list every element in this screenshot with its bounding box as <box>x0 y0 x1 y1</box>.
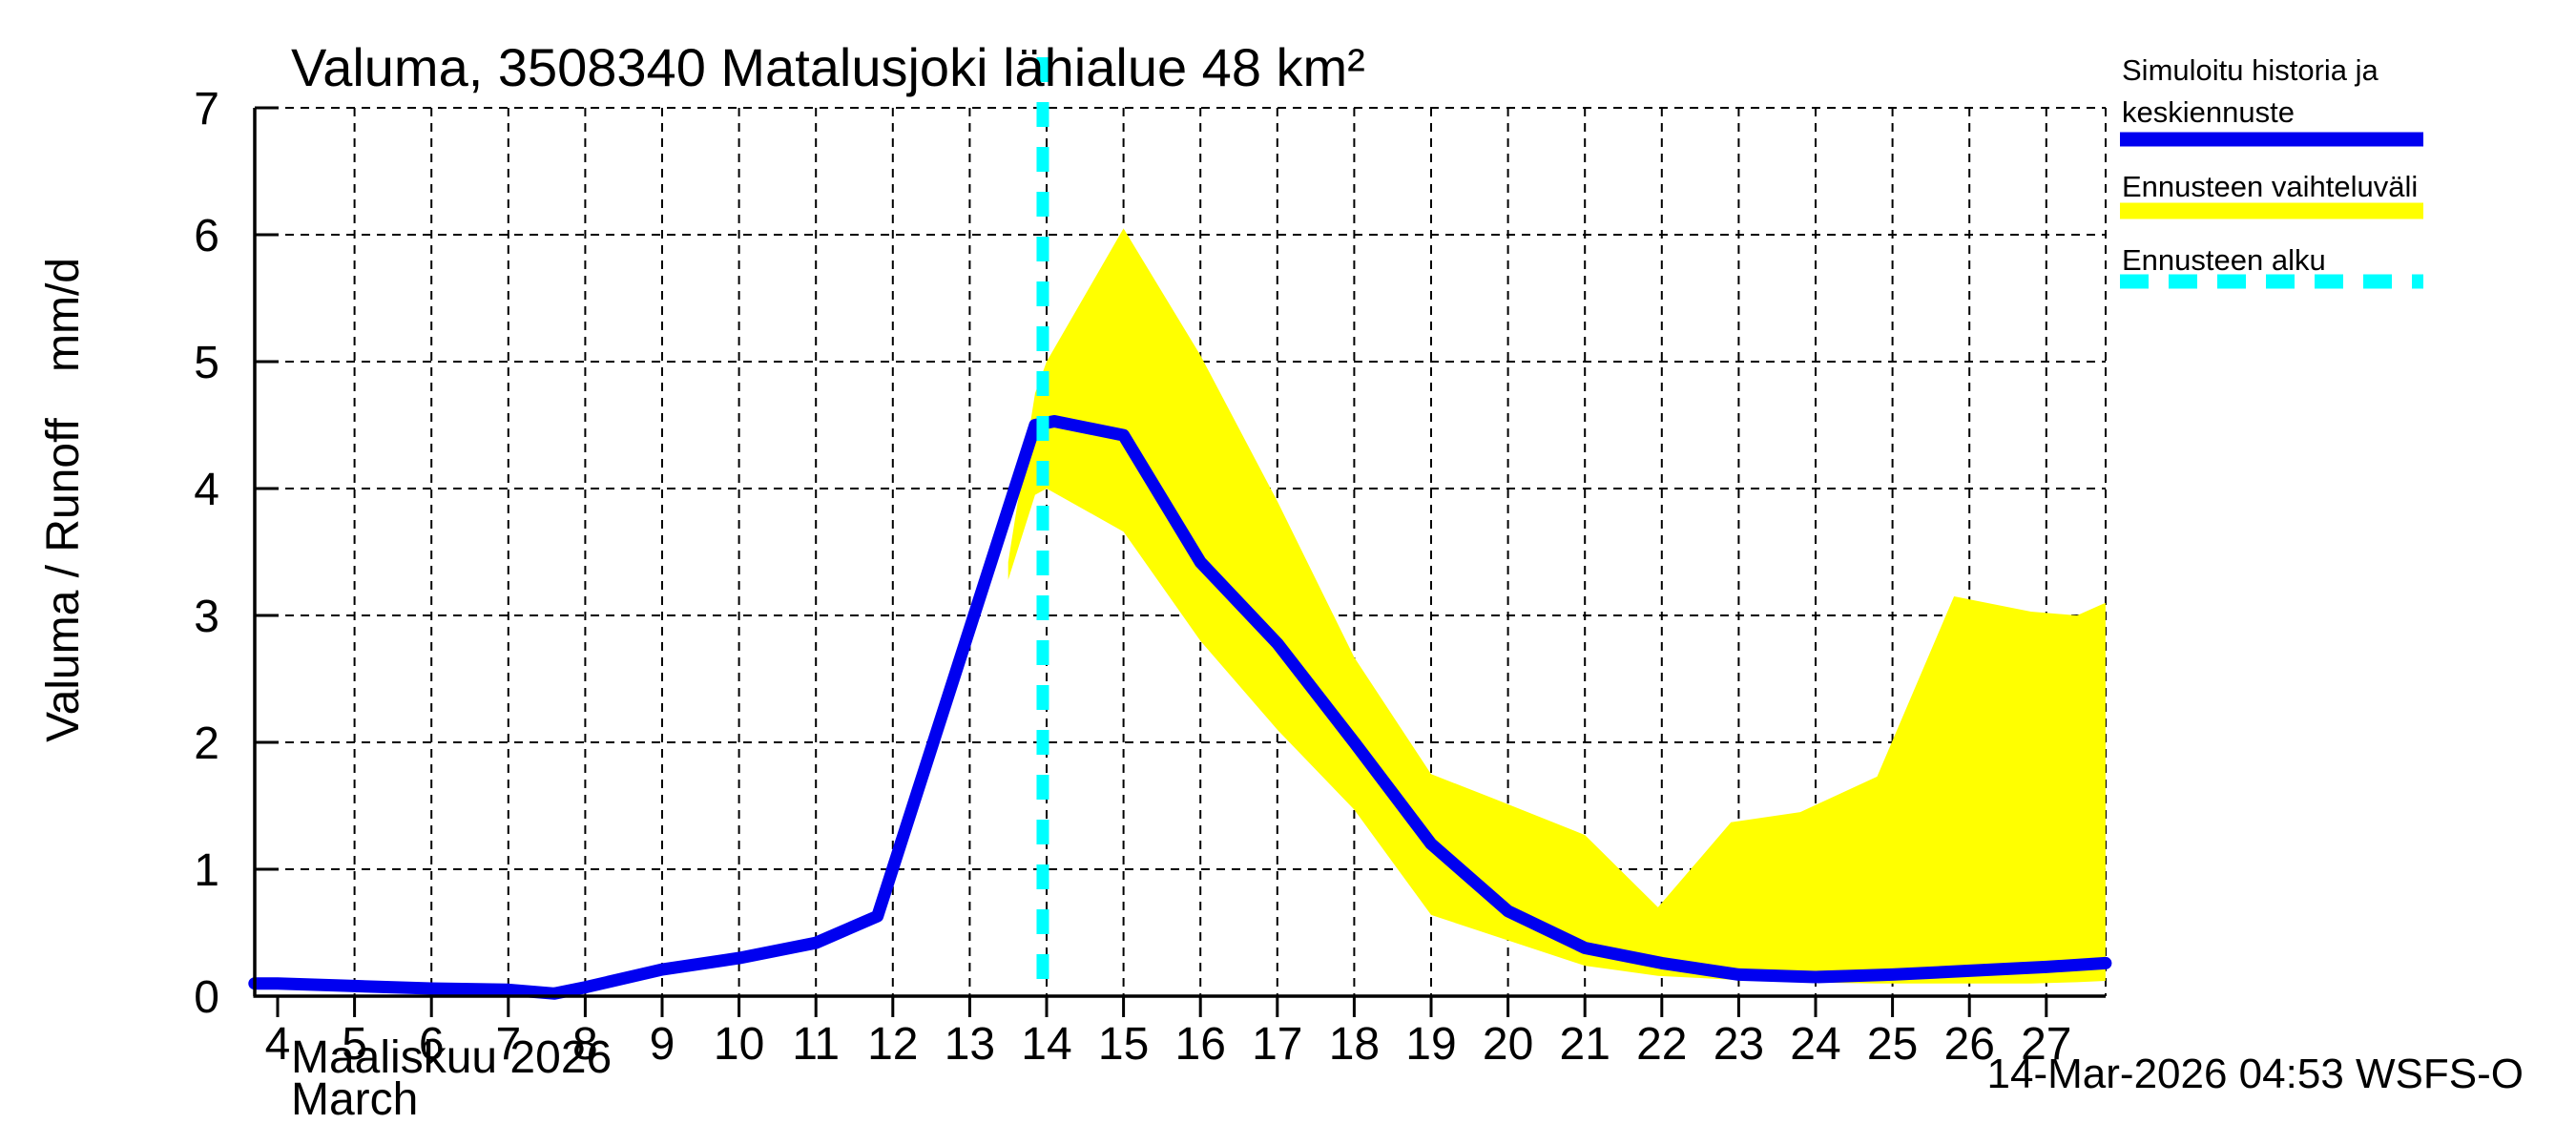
y-axis-label: Valuma / Runoff <box>38 417 89 741</box>
x-tick-label: 14 <box>1021 1019 1071 1070</box>
x-tick-label: 4 <box>265 1019 291 1070</box>
x-tick-label: 24 <box>1790 1019 1840 1070</box>
y-tick-label: 3 <box>194 592 219 642</box>
y-tick-label: 5 <box>194 338 219 388</box>
y-axis-unit-label: mm/d <box>38 258 89 372</box>
x-tick-label: 10 <box>714 1019 764 1070</box>
x-tick-label: 15 <box>1098 1019 1149 1070</box>
x-tick-label: 9 <box>650 1019 675 1070</box>
legend-label-history-line1: Simuloitu historia ja <box>2122 53 2379 87</box>
x-tick-label: 17 <box>1252 1019 1302 1070</box>
x-tick-label: 11 <box>792 1019 840 1070</box>
timestamp: 14-Mar-2026 04:53 WSFS-O <box>1987 1051 2524 1097</box>
x-tick-label: 6 <box>419 1019 445 1070</box>
x-tick-label: 22 <box>1636 1019 1687 1070</box>
x-tick-label: 26 <box>1944 1019 1995 1070</box>
legend-label-forecast-start: Ennusteen alku <box>2122 243 2326 277</box>
y-tick-label: 6 <box>194 211 219 261</box>
x-tick-label: 16 <box>1175 1019 1226 1070</box>
y-tick-label: 1 <box>194 845 219 896</box>
x-tick-label: 21 <box>1560 1019 1610 1070</box>
legend-label-history-line2: keskiennuste <box>2122 95 2295 129</box>
x-tick-label: 18 <box>1329 1019 1380 1070</box>
x-tick-label: 19 <box>1405 1019 1456 1070</box>
x-tick-label: 27 <box>2021 1019 2071 1070</box>
y-tick-label: 0 <box>194 972 219 1023</box>
x-tick-label: 23 <box>1714 1019 1764 1070</box>
x-axis-label-english: March <box>291 1074 418 1125</box>
x-tick-label: 20 <box>1483 1019 1533 1070</box>
y-tick-label: 2 <box>194 718 219 769</box>
chart-title: Valuma, 3508340 Matalusjoki lähialue 48 … <box>291 37 1365 97</box>
y-tick-label: 4 <box>194 465 219 515</box>
x-tick-label: 5 <box>342 1019 367 1070</box>
x-tick-label: 25 <box>1867 1019 1918 1070</box>
x-tick-label: 13 <box>945 1019 995 1070</box>
x-tick-label: 12 <box>867 1019 918 1070</box>
legend-label-range: Ennusteen vaihteluväli <box>2122 170 2418 203</box>
history-and-mean-forecast-line <box>248 415 2112 1000</box>
forecast-range-band <box>1008 228 2106 984</box>
y-tick-label: 7 <box>194 84 219 135</box>
x-axis-label-finnish: Maaliskuu 2026 <box>291 1032 612 1083</box>
x-tick-label: 8 <box>572 1019 598 1070</box>
x-tick-label: 7 <box>495 1019 521 1070</box>
